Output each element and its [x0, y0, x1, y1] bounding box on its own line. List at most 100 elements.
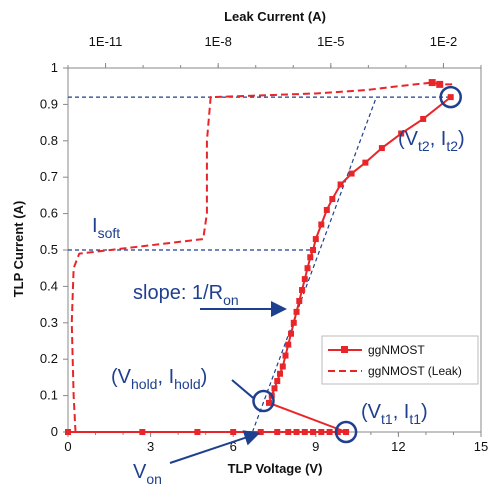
main-series-point [310, 247, 317, 253]
isoft-sub: soft [98, 225, 121, 241]
x2-tick-label: 1E-8 [204, 34, 231, 49]
series-ggnmost [65, 94, 454, 435]
x-tick-label: 0 [64, 439, 71, 454]
x-tick-label: 6 [230, 439, 237, 454]
von-main: V [133, 461, 147, 483]
main-series-point [65, 429, 71, 435]
series-ggnmost-leak [70, 79, 455, 433]
main-series-point [288, 330, 295, 337]
vt1-sub1: t1 [381, 411, 393, 427]
vt1-part1: (V [361, 401, 382, 423]
x-tick-label: 15 [474, 439, 488, 454]
vhold-part3: ) [201, 366, 208, 388]
y-tick-label: 0 [51, 424, 58, 439]
main-series-point [310, 429, 317, 435]
x2-axis-title: Leak Current (A) [224, 9, 326, 24]
main-series-point [362, 159, 369, 166]
main-series-point [271, 385, 278, 392]
vhold-part2: , I [157, 366, 174, 388]
legend: ggNMOST ggNMOST (Leak) [321, 335, 479, 385]
slope-sub: on [223, 292, 239, 308]
main-series-curve [268, 96, 452, 404]
x-axis-title: TLP Voltage (V) [228, 461, 323, 476]
y-tick-label: 0.7 [40, 169, 58, 184]
x-tick-label: 9 [312, 439, 319, 454]
x2-axis-ticks: 1E-11 1E-8 1E-5 1E-2 [67, 34, 482, 68]
y-tick-label: 0.1 [40, 388, 58, 403]
isoft-label: Isoft [92, 215, 120, 241]
main-series-point [293, 429, 300, 435]
hold-point-circle [252, 389, 275, 413]
guide-lines [68, 96, 451, 433]
slope-main: slope: 1/R [133, 282, 223, 304]
y-tick-label: 0.6 [40, 206, 58, 221]
vt1-part3: ) [421, 401, 428, 423]
vt2-label: (Vt2, It2) [398, 128, 465, 154]
vt2-part3: ) [458, 128, 465, 150]
t1-point-circle [334, 420, 358, 444]
von-sub: on [146, 471, 162, 487]
main-series-point [296, 297, 303, 304]
main-series-point [312, 236, 319, 243]
von-arrow [169, 430, 261, 464]
legend-label-ggnmost: ggNMOST [368, 343, 425, 357]
y-tick-label: 0.8 [40, 133, 58, 148]
main-series-point [293, 308, 300, 315]
main-series-point [285, 341, 292, 348]
y-axis-ticks: 0 0.1 0.2 0.3 0.4 0.5 0.6 0.7 0.8 0.9 1 [40, 60, 68, 439]
leak-point [436, 80, 444, 88]
main-series-point [301, 429, 308, 435]
main-series-point [279, 363, 286, 370]
main-series-point [398, 130, 405, 137]
main-series-point [326, 429, 333, 435]
main-series-point [343, 429, 350, 435]
legend-label-ggnmost-leak: ggNMOST (Leak) [368, 364, 462, 378]
snapback-line [268, 401, 347, 433]
y-tick-label: 0.9 [40, 96, 58, 111]
leak-point [428, 79, 436, 87]
main-series-point [318, 429, 325, 435]
x2-tick-label: 1E-2 [430, 34, 457, 49]
vhold-label: (Vhold, Ihold) [111, 366, 207, 392]
y-tick-label: 0.2 [40, 351, 58, 366]
y-tick-label: 1 [51, 60, 58, 75]
main-series-point [304, 265, 311, 272]
vt2-part2: , I [430, 128, 447, 150]
y-tick-label: 0.4 [40, 278, 58, 293]
main-series-point [290, 319, 297, 326]
vhold-part1: (V [111, 366, 132, 388]
slope-label: slope: 1/Ron [133, 282, 239, 308]
main-series-point [274, 378, 281, 385]
vt2-sub1: t2 [418, 138, 430, 154]
main-series-point [285, 429, 292, 435]
vt2-sub2: t2 [446, 138, 458, 154]
main-series-point [420, 115, 427, 122]
hold-connector [231, 379, 256, 400]
x-tick-label: 12 [391, 439, 405, 454]
leak-series-line [70, 81, 455, 433]
y-tick-label: 0.3 [40, 315, 58, 330]
main-series-point [257, 429, 264, 435]
von-label: Von [133, 461, 162, 487]
main-series-point [194, 429, 201, 435]
vhold-sub2: hold [174, 376, 200, 392]
highlight-circles [252, 85, 462, 444]
main-series-point [329, 196, 336, 203]
vt1-sub2: t1 [409, 411, 421, 427]
main-series-point [378, 145, 385, 152]
x-axis-ticks: 0 3 6 9 12 15 [64, 432, 488, 454]
vhold-sub1: hold [131, 376, 157, 392]
x2-tick-label: 1E-11 [89, 34, 123, 49]
y-tick-label: 0.5 [40, 242, 58, 257]
main-series-point [307, 254, 314, 261]
main-series-point [447, 94, 454, 101]
legend-box [321, 335, 479, 385]
main-series-point [323, 206, 330, 213]
main-series-point [299, 287, 306, 294]
main-series-point [274, 429, 281, 435]
annotation-arrows [169, 301, 287, 464]
legend-marker-ggnmost [341, 346, 348, 353]
main-series-point [334, 429, 341, 435]
main-series-point [301, 276, 308, 283]
